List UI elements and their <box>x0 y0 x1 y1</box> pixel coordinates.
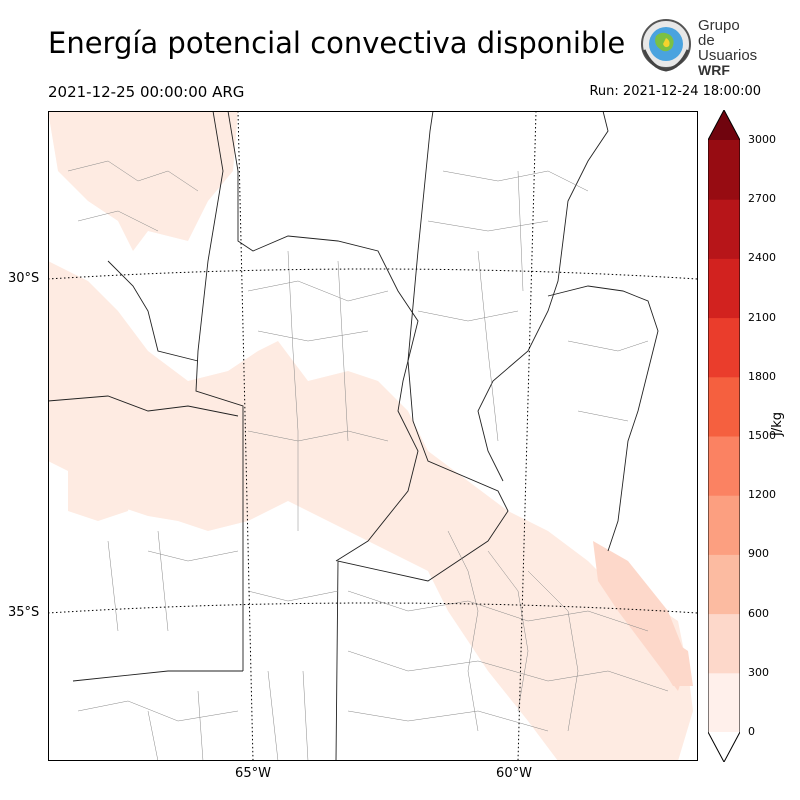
run-time: Run: 2021-12-24 18:00:00 <box>589 84 761 99</box>
colorbar-segment <box>708 258 740 319</box>
department-boundaries <box>67 160 669 761</box>
cape-enhanced-layer <box>593 541 693 691</box>
colorbar-segment <box>708 140 740 200</box>
latitude-label-35s: 35°S <box>8 605 40 620</box>
cape-map <box>48 111 698 761</box>
colorbar-tick-label: 1200 <box>748 488 776 502</box>
valid-time: 2021-12-25 00:00:00 ARG <box>48 83 245 101</box>
colorbar-tick-label: 2700 <box>748 192 776 206</box>
colorbar-extend-max <box>708 110 740 140</box>
colorbar <box>708 110 740 762</box>
colorbar-tick-label: 2100 <box>748 310 776 324</box>
colorbar-unit: J/kg <box>770 412 785 436</box>
colorbar-segment <box>708 554 740 615</box>
colorbar-segment <box>708 376 740 437</box>
longitude-label-60w: 60°W <box>496 766 532 781</box>
longitude-label-65w: 65°W <box>235 766 271 781</box>
colorbar-tick-label: 3000 <box>748 133 776 146</box>
map-frame <box>48 111 698 761</box>
colorbar-tick-label: 300 <box>748 665 769 679</box>
colorbar-tick-label: 2400 <box>748 251 776 265</box>
colorbar-tick-label: 1500 <box>748 429 776 442</box>
colorbar-segment <box>708 495 740 555</box>
colorbar-tick-label: 0 <box>748 725 755 738</box>
colorbar-tick-label: 600 <box>748 606 769 620</box>
colorbar-segment <box>708 199 740 259</box>
colorbar-segment <box>708 613 740 674</box>
colorbar-segment <box>708 317 740 378</box>
logo-line-3: WRF <box>698 62 730 78</box>
logo-line-1: Grupo de <box>698 17 740 49</box>
province-boundaries <box>48 111 659 761</box>
graticule <box>48 111 698 761</box>
latitude-label-30s: 30°S <box>8 271 40 286</box>
globe-logo-icon <box>641 19 691 72</box>
colorbar-segment <box>708 672 740 733</box>
logo-line-2: Usuarios <box>698 47 758 64</box>
colorbar-segment <box>708 436 740 496</box>
cape-shading-layer <box>48 111 693 761</box>
colorbar-extend-min <box>708 732 740 762</box>
colorbar-tick-label: 1800 <box>748 369 776 383</box>
map-title: Energía potencial convectiva disponible <box>48 26 626 60</box>
wrf-group-logo: Grupo de Usuarios WRF <box>638 16 760 78</box>
colorbar-tick-label: 900 <box>748 547 769 561</box>
